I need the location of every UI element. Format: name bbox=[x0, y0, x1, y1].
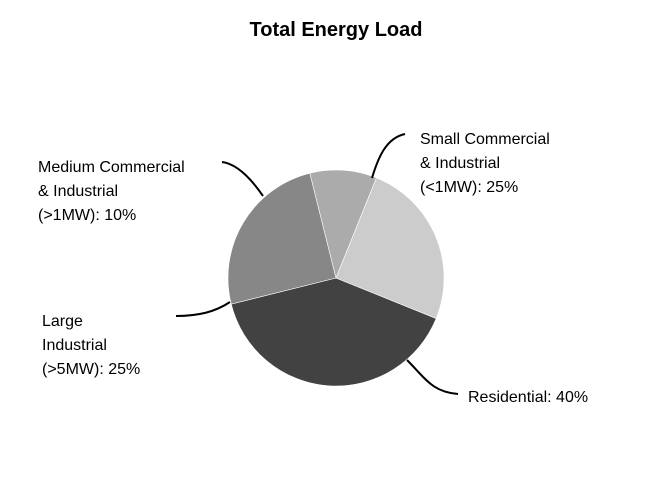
slice-label-line: Medium Commercial bbox=[38, 159, 185, 176]
slice-labels: Residential: 40% Large Industrial (>5MW): 2… bbox=[38, 131, 588, 406]
pie-slice bbox=[335, 177, 445, 319]
slice-label-line: (>5MW): 25% bbox=[42, 361, 140, 378]
slice-label-line: & Industrial bbox=[38, 183, 118, 200]
slice-label-line: & Industrial bbox=[420, 155, 500, 172]
slice-label: Small Commercial & Industrial (<1MW): 25% bbox=[420, 131, 550, 196]
pie-slices bbox=[227, 169, 445, 387]
slice-label: Residential: 40% bbox=[468, 389, 588, 406]
chart-title: Total Energy Load bbox=[250, 19, 423, 41]
slice-label-line: Large bbox=[42, 313, 83, 330]
slice-label-line: (<1MW): 25% bbox=[420, 179, 518, 196]
slice-label-line: Residential: 40% bbox=[468, 389, 588, 406]
pie-slice bbox=[227, 172, 337, 305]
leader-line bbox=[175, 301, 231, 317]
slice-label: Medium Commercial & Industrial (>1MW): 10% bbox=[38, 159, 185, 224]
slice-label-line: Industrial bbox=[42, 337, 107, 354]
leader-line bbox=[371, 133, 406, 179]
leader-line bbox=[406, 359, 459, 395]
slice-label: Large Industrial (>5MW): 25% bbox=[42, 313, 140, 378]
slice-label-line: (>1MW): 10% bbox=[38, 207, 136, 224]
slice-label-line: Small Commercial bbox=[420, 131, 550, 148]
pie-slice bbox=[230, 277, 437, 387]
leader-line bbox=[221, 161, 264, 197]
leader-lines bbox=[175, 133, 459, 395]
